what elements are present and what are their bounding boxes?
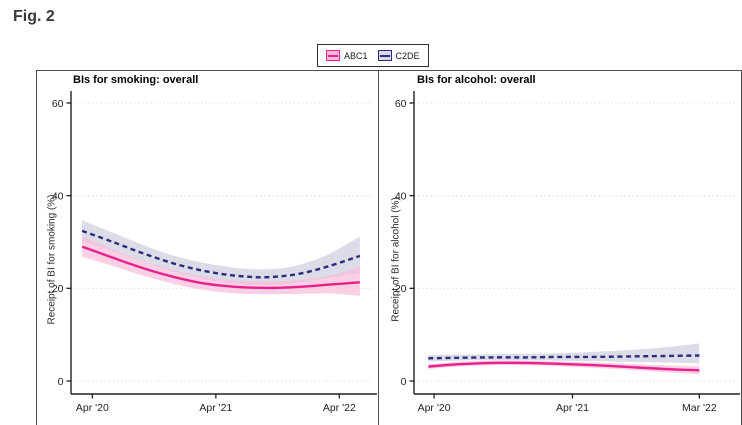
svg-text:Apr '20: Apr '20 [418, 402, 451, 414]
svg-text:20: 20 [52, 283, 64, 295]
svg-text:0: 0 [58, 376, 64, 388]
svg-text:40: 40 [52, 190, 64, 202]
svg-text:20: 20 [395, 283, 407, 295]
abc1-line-swatch [328, 54, 338, 57]
legend-label-c2de: C2DE [395, 50, 420, 61]
legend: ABC1 C2DE [317, 44, 429, 67]
figure-label: Fig. 2 [13, 8, 55, 25]
c2de-key-icon [377, 50, 392, 61]
c2de-line-swatch [379, 54, 390, 57]
smoking-y-axis-title: Receipt of BI for smoking (%) [46, 194, 58, 325]
svg-text:0: 0 [401, 376, 407, 388]
svg-text:Mar '22: Mar '22 [682, 402, 717, 414]
smoking-panel-title: BIs for smoking: overall [73, 74, 199, 86]
alcohol-panel-title: BIs for alcohol: overall [417, 74, 536, 86]
svg-text:Apr '22: Apr '22 [323, 402, 356, 414]
svg-text:60: 60 [395, 98, 407, 110]
alcohol-chart-canvas: 0 20 40 60 Apr '20 Apr '21 Mar '22 [395, 91, 740, 414]
svg-text:60: 60 [52, 98, 64, 110]
legend-item-c2de: C2DE [377, 50, 420, 61]
alcohol-panel: 0 20 40 60 Apr '20 Apr '21 Mar '22 BIs for alc… [378, 70, 742, 425]
abc1-key-icon [326, 50, 340, 61]
legend-item-abc1: ABC1 [326, 50, 368, 61]
smoking-chart-canvas: 0 20 40 60 Apr '20 Apr '21 Apr '22 [52, 91, 377, 414]
svg-text:Apr '20: Apr '20 [76, 402, 109, 414]
svg-text:Apr '21: Apr '21 [556, 402, 589, 414]
svg-text:Apr '21: Apr '21 [199, 402, 232, 414]
svg-text:40: 40 [395, 190, 407, 202]
alcohol-y-axis-title: Receipt of BI for alcohol (%) [390, 197, 402, 322]
legend-label-abc1: ABC1 [344, 50, 368, 61]
smoking-panel: 0 20 40 60 Apr '20 Apr '21 Apr '22 BIs for smo… [36, 70, 378, 425]
